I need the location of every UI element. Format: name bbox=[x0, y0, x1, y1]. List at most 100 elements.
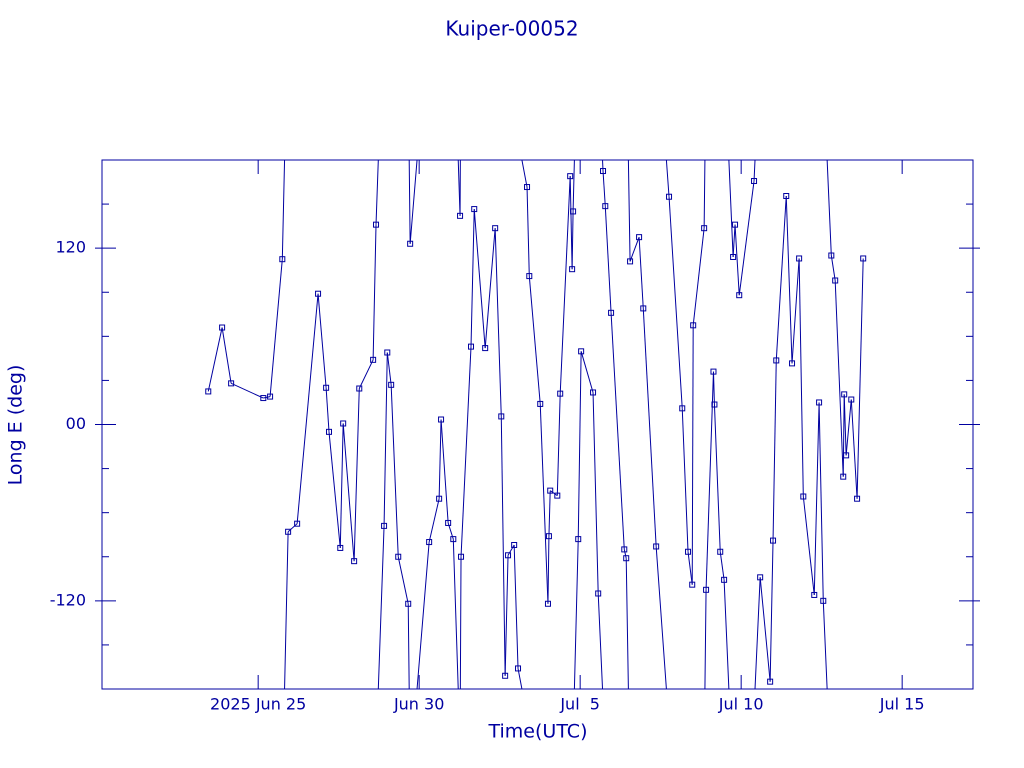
line-segment bbox=[539, 403, 549, 604]
line-segment bbox=[504, 555, 509, 676]
line-segment bbox=[845, 399, 852, 456]
marker bbox=[767, 678, 774, 685]
line-segment bbox=[507, 544, 515, 556]
marker bbox=[854, 495, 861, 502]
marker bbox=[636, 234, 643, 241]
marker bbox=[841, 391, 848, 398]
line-segment bbox=[580, 351, 594, 393]
marker bbox=[653, 543, 660, 550]
marker bbox=[736, 292, 743, 299]
line-segment bbox=[597, 160, 604, 689]
marker bbox=[381, 522, 388, 529]
line-segment bbox=[460, 346, 472, 557]
line-segment bbox=[623, 549, 627, 559]
line-segment bbox=[287, 523, 298, 533]
marker bbox=[773, 357, 780, 364]
line-segment bbox=[325, 387, 330, 432]
line-segment bbox=[668, 196, 683, 409]
marker bbox=[471, 206, 478, 213]
marker bbox=[524, 184, 531, 191]
marker bbox=[340, 420, 347, 427]
line-segment bbox=[822, 160, 832, 689]
marker bbox=[621, 546, 628, 553]
line-segment bbox=[484, 228, 496, 349]
marker bbox=[438, 416, 445, 423]
line-segment bbox=[734, 224, 740, 296]
marker bbox=[578, 348, 585, 355]
y-tick-label: -120 bbox=[50, 590, 86, 609]
marker bbox=[445, 519, 452, 526]
marker bbox=[570, 208, 577, 215]
marker bbox=[685, 548, 692, 555]
marker bbox=[547, 487, 554, 494]
line-segment bbox=[610, 312, 625, 550]
marker bbox=[679, 405, 686, 412]
line-segment bbox=[655, 160, 670, 689]
y-axis-label: Long E (deg) bbox=[5, 365, 27, 486]
line-segment bbox=[452, 160, 461, 689]
line-segment bbox=[712, 371, 715, 405]
line-segment bbox=[317, 293, 327, 388]
marker bbox=[544, 600, 551, 607]
x-tick-label: Jul 10 bbox=[718, 695, 764, 714]
line-segment bbox=[548, 490, 551, 537]
line-segment bbox=[428, 498, 440, 543]
line-segment bbox=[230, 382, 264, 399]
line-segment bbox=[517, 160, 528, 689]
line-segment bbox=[470, 209, 475, 347]
marker bbox=[356, 385, 363, 392]
plot-frame bbox=[101, 159, 974, 690]
marker bbox=[711, 401, 718, 408]
line-segment bbox=[407, 160, 411, 689]
marker bbox=[608, 309, 615, 316]
line-segment bbox=[629, 236, 640, 262]
marker bbox=[537, 400, 544, 407]
marker bbox=[710, 368, 717, 375]
marker bbox=[595, 590, 602, 597]
line-segment bbox=[571, 211, 574, 270]
marker bbox=[703, 586, 710, 593]
x-tick-label: 2025 Jun 25 bbox=[210, 695, 306, 714]
marker bbox=[575, 536, 582, 543]
x-axis-label: Time(UTC) bbox=[488, 721, 588, 743]
marker bbox=[732, 221, 739, 228]
line-segment bbox=[691, 325, 694, 585]
line-segment bbox=[494, 228, 502, 417]
marker bbox=[840, 473, 847, 480]
marker bbox=[796, 255, 803, 262]
line-segment bbox=[459, 160, 462, 689]
line-segment bbox=[372, 224, 377, 360]
marker bbox=[554, 492, 561, 499]
marker bbox=[373, 221, 380, 228]
line-segment bbox=[353, 388, 360, 562]
marker bbox=[351, 558, 358, 565]
line-segment bbox=[753, 160, 761, 689]
marker bbox=[590, 389, 597, 396]
line-segment bbox=[577, 351, 582, 540]
x-tick-label: Jul 5 bbox=[559, 695, 600, 714]
marker bbox=[388, 381, 395, 388]
marker bbox=[315, 290, 322, 297]
line-segment bbox=[769, 540, 774, 682]
line-segment bbox=[625, 160, 631, 689]
marker bbox=[623, 555, 630, 562]
line-segment bbox=[549, 490, 558, 497]
line-segment bbox=[703, 160, 707, 689]
line-segment bbox=[269, 259, 283, 397]
line-segment bbox=[339, 423, 344, 548]
marker bbox=[770, 537, 777, 544]
line-segment bbox=[705, 371, 714, 590]
marker bbox=[228, 380, 235, 387]
y-tick-label: 120 bbox=[55, 238, 86, 257]
marker bbox=[701, 225, 708, 232]
marker bbox=[294, 520, 301, 527]
marker bbox=[405, 600, 412, 607]
line-segment bbox=[713, 404, 721, 552]
marker bbox=[848, 396, 855, 403]
plot-area bbox=[207, 160, 864, 689]
marker bbox=[267, 393, 274, 400]
line-segment bbox=[572, 160, 579, 689]
marker bbox=[751, 178, 758, 185]
marker bbox=[690, 322, 697, 329]
